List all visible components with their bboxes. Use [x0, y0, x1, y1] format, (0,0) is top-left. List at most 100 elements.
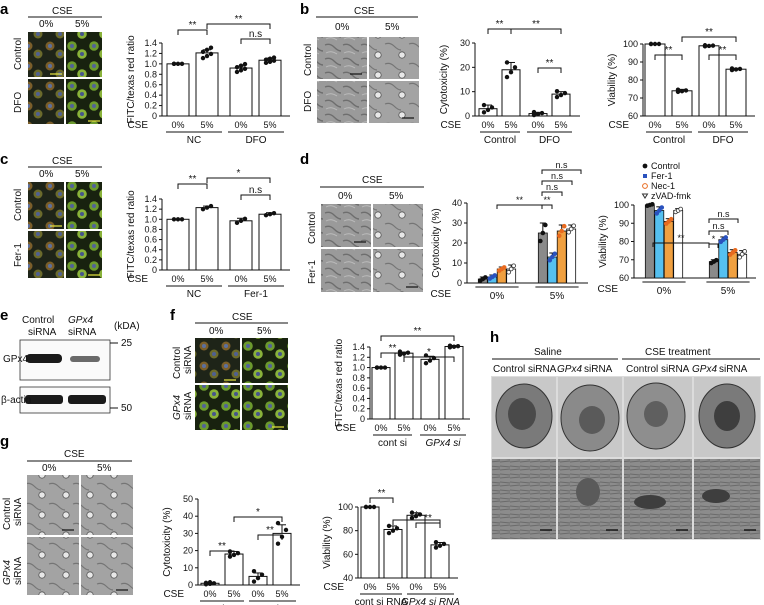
row-fer1: Fer-1 — [307, 260, 318, 284]
data-point — [535, 111, 541, 117]
mw-50: 50 — [121, 403, 133, 414]
x-tick-label: 5% — [386, 582, 399, 592]
data-point — [737, 254, 742, 260]
significance-bracket — [415, 522, 441, 528]
data-point — [650, 201, 655, 207]
data-point — [271, 58, 277, 63]
panel-letter-f: f — [170, 307, 176, 324]
col-5: 5% — [385, 22, 400, 33]
legend-label: Fer-1 — [651, 171, 673, 181]
significance-bracket — [708, 230, 729, 235]
y-tick-label: 1.0 — [352, 363, 365, 373]
col-gpx4: GPx4 — [692, 364, 717, 375]
data-point — [508, 266, 514, 272]
data-point — [558, 92, 564, 98]
micrograph — [28, 32, 64, 77]
data-point — [742, 249, 747, 254]
data-point — [441, 541, 447, 547]
significance-bracket — [403, 356, 455, 362]
lane-control-2: siRNA — [28, 327, 57, 338]
data-point — [554, 94, 560, 100]
y-axis-label: Cytotoxicity (%) — [162, 507, 173, 576]
data-point — [568, 226, 574, 232]
significance-bracket — [206, 23, 271, 29]
data-point — [729, 66, 735, 71]
significance-bracket — [233, 516, 283, 522]
y-tick-label: 1.2 — [144, 204, 157, 214]
y-axis-label: FITC/texas red ratio — [126, 35, 137, 124]
panel-letter-h: h — [490, 329, 499, 346]
row-dfo: DFO — [13, 92, 24, 113]
x-tick-label: 0% — [203, 589, 216, 599]
micrograph — [28, 231, 64, 278]
y-tick-label: 40 — [452, 198, 462, 208]
data-point — [409, 515, 415, 521]
significance-label: n.s — [546, 182, 559, 192]
x-tick-label: 0% — [234, 274, 247, 284]
x-tick-label: 5% — [263, 274, 276, 284]
significance-label: ** — [705, 27, 713, 38]
y-tick-label: 0.8 — [144, 69, 157, 79]
y-tick-label: 1.0 — [144, 59, 157, 69]
data-point — [552, 251, 558, 257]
panel-d-micrographs: CSE 0% 5% Control Fer-1 — [307, 175, 424, 292]
significance-bracket — [177, 29, 208, 35]
y-tick-label: 40 — [343, 573, 353, 583]
group-label: Control — [484, 135, 516, 146]
y-tick-label: 0.8 — [144, 224, 157, 234]
micrograph — [373, 204, 423, 247]
x-tick-label: 0% — [648, 120, 661, 130]
y-tick-label: 70 — [628, 93, 638, 103]
col-gpx4: GPx4 — [557, 364, 582, 375]
significance-bracket — [541, 191, 563, 196]
significance-label: n.s — [249, 29, 262, 40]
data-point — [235, 550, 241, 556]
data-point — [275, 541, 281, 546]
significance-label: ** — [189, 174, 197, 185]
data-point — [234, 220, 240, 226]
y-tick-label: 0.6 — [352, 383, 365, 393]
y-tick-label: 10 — [183, 563, 193, 573]
group-label: 5% — [721, 286, 736, 297]
data-point — [267, 59, 273, 64]
data-point — [386, 530, 392, 536]
y-tick-label: 1.2 — [352, 352, 365, 362]
y-tick-label: 100 — [614, 200, 629, 210]
x-tick-label: 5% — [729, 120, 742, 130]
y-tick-label: 10 — [460, 87, 470, 97]
panel-letter-a: a — [0, 1, 9, 18]
y-tick-label: 100 — [623, 39, 638, 49]
data-point — [539, 110, 545, 116]
bar — [166, 63, 190, 117]
data-point — [678, 206, 683, 212]
y-tick-label: 0 — [188, 580, 193, 590]
data-point — [737, 66, 743, 72]
x-tick-label: 0% — [234, 120, 247, 130]
col-0: 0% — [42, 463, 57, 474]
group-label: NC — [187, 135, 201, 146]
significance-label: n.s — [551, 171, 564, 181]
data-point — [538, 238, 543, 244]
bar — [673, 210, 684, 279]
mw-25: 25 — [121, 338, 133, 349]
x-tick-label: 0% — [409, 582, 422, 592]
micrograph — [369, 81, 419, 123]
significance-label: n.s — [555, 160, 568, 170]
x-tick-label: 5% — [200, 274, 213, 284]
kda-label: (kDA) — [114, 321, 140, 332]
data-point — [540, 230, 546, 236]
x-cse-label: CSE — [440, 120, 461, 131]
micrograph — [321, 204, 371, 247]
y-tick-label: 60 — [343, 549, 353, 559]
y-tick-label: 30 — [183, 528, 193, 538]
bar — [671, 90, 693, 117]
data-point — [489, 105, 495, 110]
group-label: DFO — [245, 135, 266, 146]
data-point — [571, 223, 576, 229]
micrograph — [369, 37, 419, 79]
data-point — [656, 208, 662, 213]
data-point — [386, 523, 392, 529]
y-axis-label: Viability (%) — [598, 215, 609, 268]
data-point — [271, 211, 277, 216]
y-axis-label: Cytotoxicity (%) — [439, 45, 450, 114]
